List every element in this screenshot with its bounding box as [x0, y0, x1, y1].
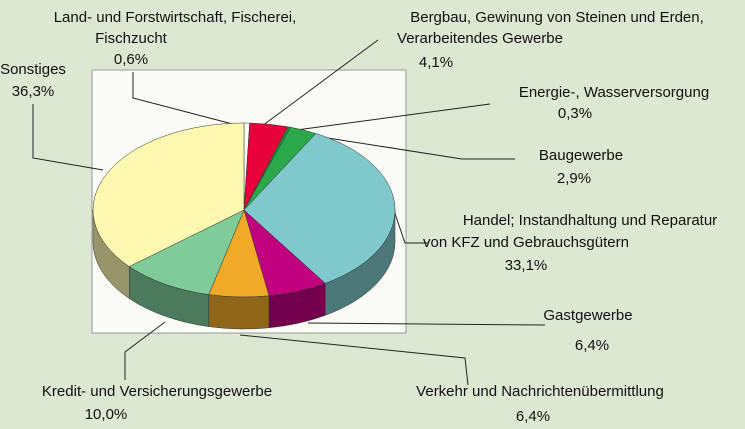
value-label: 6,4% [516, 408, 550, 425]
slice-label: Gastgewerbe [543, 307, 632, 324]
leader-line [239, 334, 469, 386]
value-label: 10,0% [85, 406, 128, 423]
value-label: 36,3% [12, 83, 55, 100]
slice-label: von KFZ und Gebrauchsgütern [423, 234, 629, 251]
value-label: 0,6% [114, 51, 148, 68]
slice-top [128, 209, 245, 295]
slice-label: Energie-, Wasserversorgung [519, 84, 709, 101]
slice [128, 209, 245, 327]
value-label: 2,9% [557, 170, 591, 187]
slice-top [243, 133, 396, 284]
slice-label: Baugewerbe [539, 147, 623, 164]
leader-line [295, 132, 515, 160]
leader-line [32, 104, 104, 171]
slice [208, 209, 270, 330]
leader-line [288, 103, 491, 132]
leader-line [124, 321, 166, 380]
leader-lines [32, 39, 546, 386]
slice-label: Land- und Forstwirtschaft, Fischerei, [54, 9, 297, 26]
pie [92, 122, 396, 330]
slice-label: Verkehr und Nachrichtenübermittlung [416, 383, 664, 400]
slice-label: Fischzucht [95, 30, 168, 47]
leader-line [307, 322, 546, 326]
value-label: 4,1% [419, 54, 453, 71]
slice-label: Sonstiges [0, 61, 66, 78]
slice-label: Verarbeitendes Gewerbe [397, 30, 563, 47]
slice-label: Handel; Instandhaltung und Reparatur [463, 212, 717, 229]
slice [92, 122, 245, 300]
slice-label: Kredit- und Versicherungsgewerbe [42, 383, 272, 400]
labels: Land- und Forstwirtschaft, Fischerei, Fis… [0, 9, 717, 425]
value-label: 6,4% [575, 337, 609, 354]
slice-top [92, 122, 245, 267]
value-label: 0,3% [558, 105, 592, 122]
value-label: 33,1% [505, 257, 548, 274]
slice-side [208, 294, 270, 330]
slice-label: Bergbau, Gewinung von Steinen und Erden, [410, 9, 704, 26]
slice [243, 133, 396, 316]
leader-line [261, 39, 379, 127]
slice [243, 209, 326, 329]
leader-line [132, 72, 245, 128]
